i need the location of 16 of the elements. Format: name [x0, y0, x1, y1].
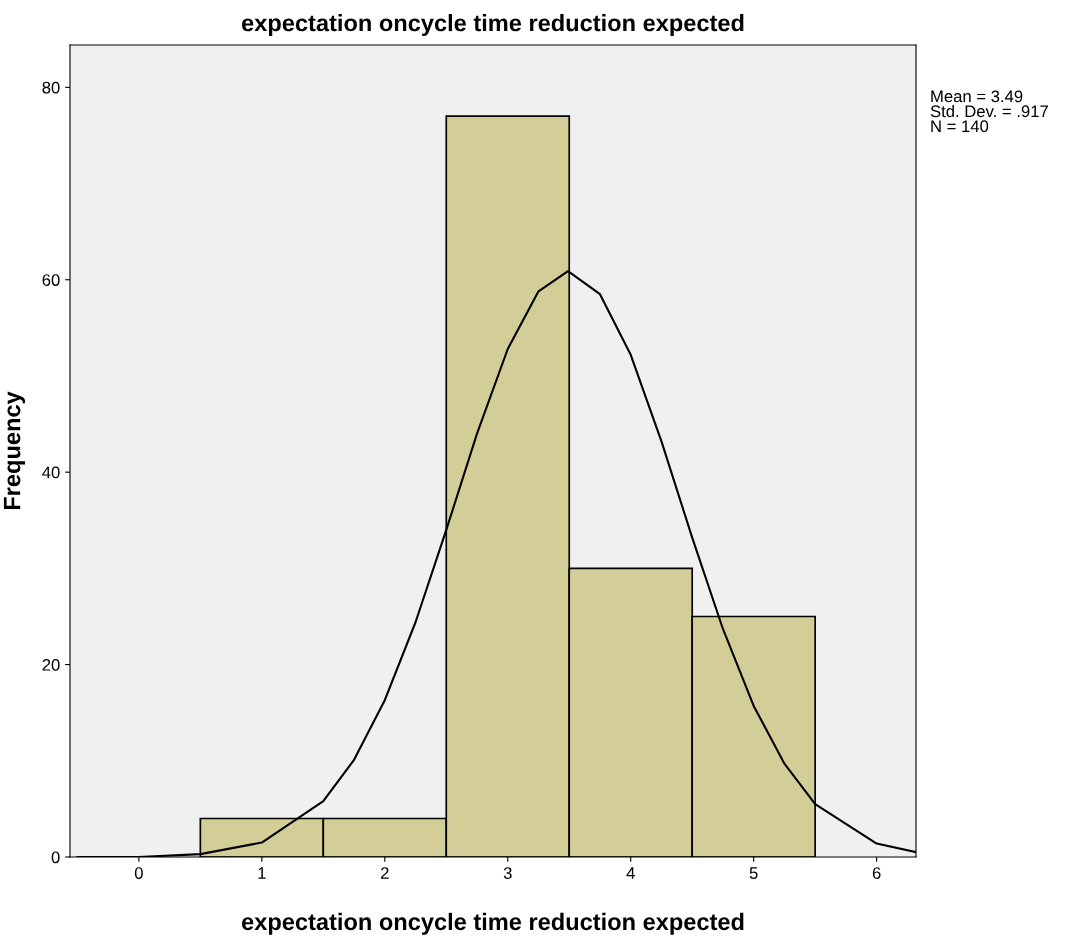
x-axis-title: expectation oncycle time reduction expected [242, 912, 744, 935]
x-tick-label: 2 [381, 867, 389, 879]
chart-title: expectation oncycle time reduction expected [242, 14, 744, 37]
y-axis-title: Frequency [3, 391, 26, 510]
x-tick-label: 5 [749, 867, 758, 879]
y-tick-label: 60 [42, 274, 60, 286]
x-tick-label: 0 [134, 867, 143, 879]
x-tick-label: 4 [626, 867, 635, 879]
text: Mean = 3.49 Std. Dev. = .917 N = 140 [930, 90, 1048, 133]
y-tick-label: 40 [42, 466, 60, 479]
y-tick-label: 80 [42, 81, 60, 94]
y-tick-label: 0 [51, 851, 60, 864]
x-tick-label: 3 [503, 867, 512, 879]
y-tick-label: 20 [42, 658, 60, 671]
x-tick-label: 1 [258, 867, 266, 879]
x-tick-label: 6 [872, 867, 881, 879]
